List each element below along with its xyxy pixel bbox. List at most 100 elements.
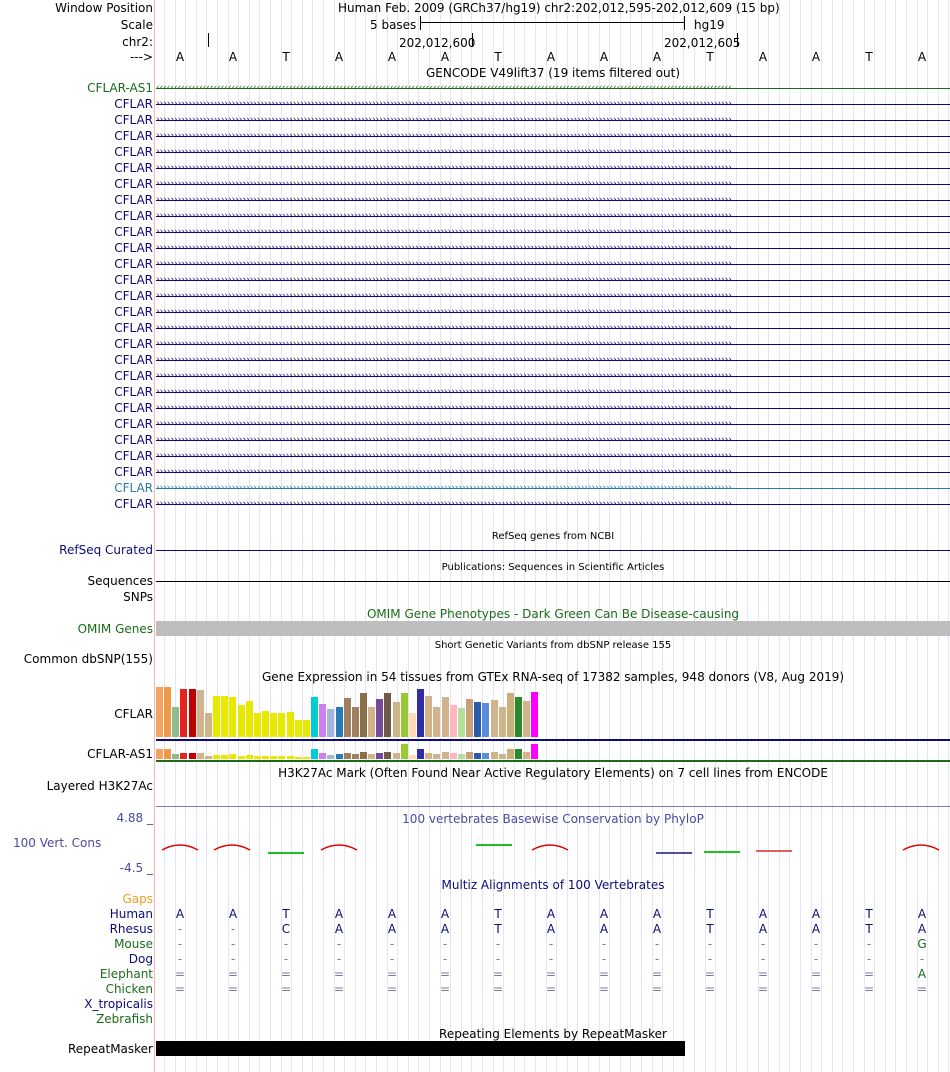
gtex-bar[interactable]: [327, 709, 334, 737]
gtex-bar[interactable]: [458, 708, 465, 737]
gtex-bar[interactable]: [409, 713, 416, 737]
gtex-bar[interactable]: [205, 756, 212, 759]
gencode-item-label[interactable]: CFLAR: [114, 145, 153, 159]
gencode-item-label[interactable]: CFLAR: [114, 433, 153, 447]
gtex-bar[interactable]: [458, 754, 465, 759]
gtex-bar[interactable]: [303, 757, 310, 759]
gtex-bar[interactable]: [156, 687, 163, 737]
gtex-bar[interactable]: [270, 756, 277, 759]
gtex-bar[interactable]: [531, 692, 538, 737]
gtex-bar[interactable]: [295, 720, 302, 737]
gencode-item-label[interactable]: CFLAR: [114, 305, 153, 319]
omim-label[interactable]: OMIM Genes: [77, 622, 153, 636]
gtex-bar[interactable]: [344, 753, 351, 759]
gtex-bar[interactable]: [262, 711, 269, 737]
gencode-item-line[interactable]: [156, 312, 950, 313]
gencode-item-label[interactable]: CFLAR: [114, 289, 153, 303]
gencode-item-line[interactable]: [156, 376, 950, 377]
gtex-bar[interactable]: [352, 754, 359, 759]
species-label[interactable]: Chicken: [105, 982, 153, 996]
gtex-bar[interactable]: [482, 753, 489, 759]
species-label[interactable]: Mouse: [114, 937, 153, 951]
gencode-item-line[interactable]: [156, 344, 950, 345]
gencode-item-label[interactable]: CFLAR: [114, 257, 153, 271]
gtex-bar[interactable]: [336, 707, 343, 737]
gtex-bar[interactable]: [287, 756, 294, 759]
gencode-item-label[interactable]: CFLAR: [114, 129, 153, 143]
gtex-bar[interactable]: [401, 744, 408, 759]
gtex-bar[interactable]: [254, 756, 261, 759]
gaps-label[interactable]: Gaps: [122, 892, 153, 906]
gtex-bar[interactable]: [278, 756, 285, 759]
species-label[interactable]: Dog: [128, 952, 153, 966]
gtex-bar[interactable]: [278, 713, 285, 737]
gencode-item-line[interactable]: [156, 456, 950, 457]
gtex-bar[interactable]: [246, 701, 253, 737]
gtex-bar[interactable]: [491, 700, 498, 737]
gencode-item-label[interactable]: CFLAR: [114, 209, 153, 223]
omim-feature-bar[interactable]: [156, 621, 950, 636]
gencode-item-label[interactable]: CFLAR: [114, 321, 153, 335]
gencode-item-line[interactable]: [156, 440, 950, 441]
gencode-item-line[interactable]: [156, 280, 950, 281]
gencode-item-label[interactable]: CFLAR-AS1: [87, 81, 153, 95]
gencode-item-line[interactable]: [156, 328, 950, 329]
gtex-bar[interactable]: [368, 754, 375, 759]
gencode-item-line[interactable]: [156, 120, 950, 121]
gtex-bar[interactable]: [262, 756, 269, 759]
phylop-title[interactable]: 100 vertebrates Basewise Conservation by…: [402, 812, 704, 826]
gencode-item-line[interactable]: [156, 472, 950, 473]
repeatmasker-feature[interactable]: [156, 1041, 685, 1056]
gtex-bar[interactable]: [360, 693, 367, 737]
gtex-bar[interactable]: [213, 696, 220, 737]
gencode-item-line[interactable]: [156, 504, 950, 505]
repeatmasker-label[interactable]: RepeatMasker: [67, 1042, 153, 1056]
gtex-bar[interactable]: [507, 693, 514, 737]
gtex-bar[interactable]: [311, 697, 318, 737]
refseq-title[interactable]: RefSeq genes from NCBI: [491, 531, 615, 542]
gencode-item-label[interactable]: CFLAR: [114, 337, 153, 351]
gtex-bar[interactable]: [401, 693, 408, 737]
gencode-item-label[interactable]: CFLAR: [114, 497, 153, 511]
gencode-item-label[interactable]: CFLAR: [114, 401, 153, 415]
dbsnp-title[interactable]: Short Genetic Variants from dbSNP releas…: [434, 640, 672, 651]
publications-label[interactable]: Sequences: [87, 574, 153, 588]
gencode-item-label[interactable]: CFLAR: [114, 113, 153, 127]
gtex-label-cflar[interactable]: CFLAR: [114, 707, 153, 721]
gencode-item-line[interactable]: [156, 184, 950, 185]
gtex-bar[interactable]: [197, 690, 204, 737]
gtex-bar[interactable]: [327, 755, 334, 759]
gtex-bar[interactable]: [450, 705, 457, 737]
gtex-bar[interactable]: [270, 713, 277, 737]
gtex-bar[interactable]: [246, 755, 253, 759]
gtex-label-cflar-as1[interactable]: CFLAR-AS1: [87, 747, 153, 761]
gtex-bar[interactable]: [319, 704, 326, 737]
species-label[interactable]: Rhesus: [109, 922, 153, 936]
gtex-bar[interactable]: [474, 753, 481, 759]
gtex-bar[interactable]: [523, 701, 530, 737]
gtex-bar[interactable]: [303, 720, 310, 737]
gtex-bar[interactable]: [180, 689, 187, 737]
gtex-bar[interactable]: [384, 693, 391, 737]
gtex-bar[interactable]: [442, 752, 449, 759]
gencode-item-line[interactable]: [156, 424, 950, 425]
gencode-item-line[interactable]: [156, 104, 950, 105]
gtex-bar[interactable]: [213, 755, 220, 759]
gencode-item-label[interactable]: CFLAR: [114, 177, 153, 191]
gtex-bar[interactable]: [523, 752, 530, 759]
gencode-item-line[interactable]: [156, 296, 950, 297]
gtex-title[interactable]: Gene Expression in 54 tissues from GTEx …: [261, 670, 845, 684]
gencode-item-line[interactable]: [156, 264, 950, 265]
gtex-bar[interactable]: [189, 753, 196, 759]
gencode-item-line[interactable]: [156, 168, 950, 169]
gtex-bar[interactable]: [319, 753, 326, 759]
gtex-bar[interactable]: [360, 752, 367, 759]
gtex-bar[interactable]: [515, 697, 522, 737]
gtex-bar[interactable]: [221, 755, 228, 759]
gencode-item-label[interactable]: CFLAR: [114, 225, 153, 239]
gencode-title[interactable]: GENCODE V49lift37 (19 items filtered out…: [425, 66, 680, 80]
gencode-item-line[interactable]: [156, 232, 950, 233]
species-label[interactable]: Zebrafish: [96, 1012, 153, 1026]
gtex-bar[interactable]: [172, 754, 179, 759]
gtex-bar[interactable]: [482, 703, 489, 737]
